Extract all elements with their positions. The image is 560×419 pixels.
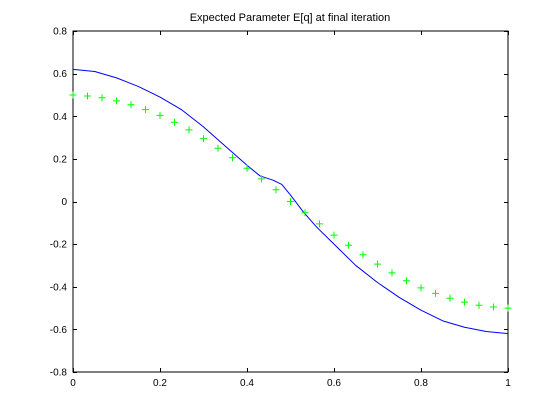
data-point [504, 304, 512, 312]
x-tick-label: 0.4 [240, 378, 254, 389]
chart-title: Expected Parameter E[q] at final iterati… [190, 12, 391, 24]
data-point [156, 111, 164, 119]
data-point [461, 298, 468, 306]
x-tick-label: 0.8 [414, 378, 428, 389]
data-point [83, 92, 91, 100]
data-point [316, 220, 324, 228]
data-point [257, 175, 265, 183]
data-point [243, 164, 251, 172]
data-point [417, 284, 425, 292]
x-tick-label: 0.6 [327, 378, 341, 389]
data-point [113, 97, 120, 105]
data-point [359, 251, 367, 259]
data-point [214, 144, 222, 152]
series-line-0 [72, 68, 509, 335]
data-point [200, 135, 207, 143]
data-point [170, 118, 178, 126]
y-tick-label: -0.8 [50, 368, 68, 379]
x-tick-label: 1 [505, 378, 511, 389]
y-tick-label: -0.2 [50, 240, 68, 251]
x-tick-label: 0.2 [153, 378, 167, 389]
data-point [69, 91, 77, 99]
data-point [185, 126, 193, 134]
y-tick-label: 0 [61, 197, 67, 208]
data-point [446, 294, 454, 302]
data-point [229, 154, 237, 162]
data-point [475, 301, 483, 309]
data-point [388, 269, 396, 277]
y-axis: -0.8 -0.6 -0.4 -0.2 0 0.2 0.4 0.6 0.8 [50, 27, 508, 379]
data-point [142, 106, 150, 114]
y-tick-label: -0.4 [50, 282, 68, 293]
data-point [330, 231, 338, 239]
series-markers-1 [69, 91, 512, 312]
series-layer [69, 68, 512, 335]
x-axis: 0 0.2 0.4 0.6 0.8 1 [70, 31, 511, 389]
data-point [374, 260, 381, 268]
data-point [344, 241, 352, 249]
data-point [98, 94, 106, 102]
data-point [403, 277, 411, 285]
data-point [287, 198, 294, 205]
y-tick-label: 0.2 [53, 154, 67, 165]
plot-area-frame [72, 30, 509, 373]
data-point [127, 101, 135, 109]
y-tick-label: -0.6 [50, 325, 68, 336]
data-point [301, 209, 309, 217]
y-tick-label: 0.6 [53, 69, 67, 80]
y-tick-label: 0.4 [53, 112, 67, 123]
data-point [272, 186, 280, 194]
x-tick-label: 0 [70, 378, 76, 389]
y-tick-label: 0.8 [53, 27, 67, 38]
data-point [431, 289, 439, 297]
data-point [490, 303, 498, 311]
